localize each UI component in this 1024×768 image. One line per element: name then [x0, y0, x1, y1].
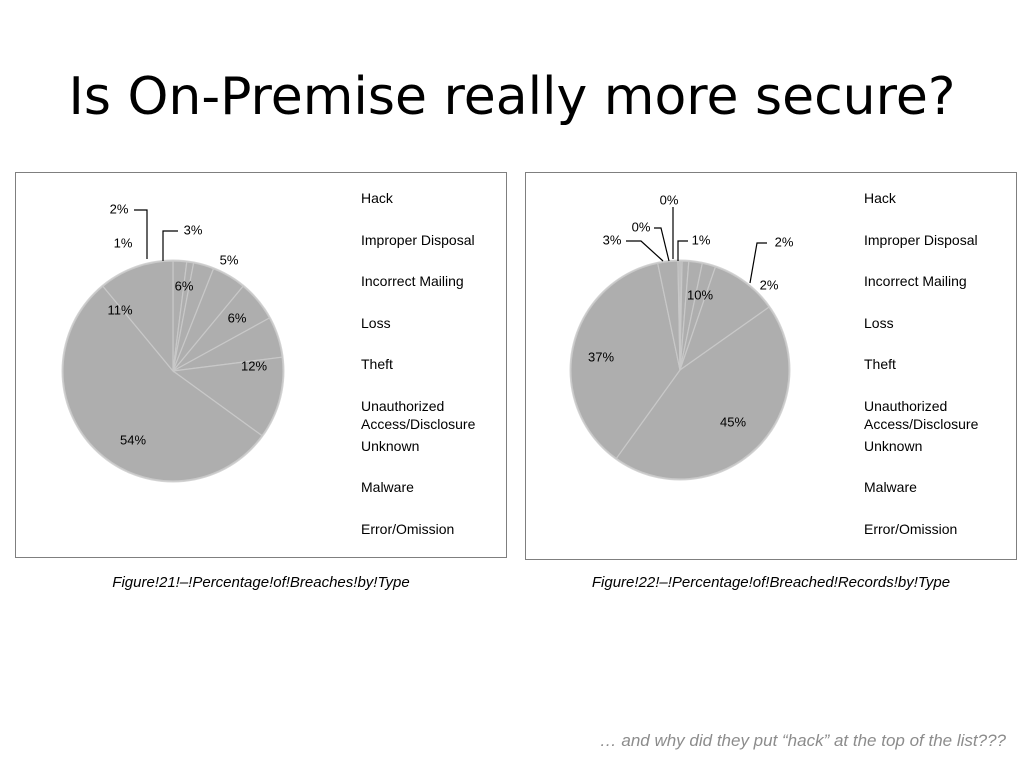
pie-data-label: 10% — [687, 287, 713, 302]
legend-item: Improper Disposal — [361, 232, 475, 248]
legend-item: Theft — [361, 356, 393, 372]
leader-line — [134, 209, 148, 259]
pie-data-label: 3% — [184, 222, 203, 237]
pie-slice — [677, 260, 681, 371]
legend-item: Loss — [864, 315, 894, 331]
legend-item: Malware — [864, 479, 917, 495]
legend-item: Unknown — [864, 438, 923, 454]
legend-item: Incorrect Mailing — [361, 273, 464, 289]
legend-item: Unauthorized Access/Disclosure — [361, 398, 476, 432]
pie-data-label: 1% — [692, 232, 711, 247]
figure-caption-records: Figure!22!–!Percentage!of!Breached!Recor… — [591, 574, 951, 591]
chart-panel-breaches: 2% 1% 3% 5% 6% 6% 12% 54% 11% Hack Improper Disp… — [15, 172, 507, 558]
legend-item: Error/Omission — [864, 521, 958, 537]
pie-data-label: 6% — [228, 310, 247, 325]
legend-item: Malware — [361, 479, 414, 495]
legend-breaches: Hack Improper Disposal Incorrect Mailing… — [361, 189, 511, 538]
legend-item: Loss — [361, 315, 391, 331]
pie-data-label: 1% — [114, 235, 133, 250]
pie-data-label: 3% — [603, 232, 622, 247]
pie-data-label: 54% — [120, 432, 146, 447]
leader-line — [626, 240, 664, 262]
legend-records: Hack Improper Disposal Incorrect Mailing… — [864, 189, 1014, 538]
pie-data-label: 2% — [760, 277, 779, 292]
legend-item: Improper Disposal — [864, 232, 978, 248]
legend-item: Incorrect Mailing — [864, 273, 967, 289]
pie-data-label: 37% — [588, 349, 614, 364]
legend-item: Unknown — [361, 438, 420, 454]
legend-item: Unauthorized Access/Disclosure — [864, 398, 979, 432]
pie-data-label: 2% — [775, 234, 794, 249]
leader-line — [654, 227, 670, 262]
leader-line — [162, 230, 178, 261]
pie-data-label: 12% — [241, 358, 267, 373]
slide-title: Is On-Premise really more secure? — [68, 67, 956, 127]
pie-data-label: 5% — [220, 252, 239, 267]
pie-slice — [62, 285, 263, 482]
legend-item: Hack — [864, 190, 896, 206]
chart-panel-records: 0% 1% 2% 2% 10% 45% 37% 3% 0% Hack Improper Disp… — [525, 172, 1017, 560]
pie-chart-records: 0% 1% 2% 2% 10% 45% 37% 3% 0% — [569, 192, 794, 481]
pie-data-label: 2% — [110, 201, 129, 216]
slide-footnote: … and why did they put “hack” at the top… — [599, 731, 1006, 750]
pie-data-label: 0% — [660, 192, 679, 207]
pie-data-label: 11% — [107, 302, 132, 317]
legend-item: Theft — [864, 356, 896, 372]
leader-line — [749, 242, 767, 284]
pie-slice — [615, 306, 790, 480]
pie-slice — [171, 356, 284, 437]
pie-data-label: 45% — [720, 414, 746, 429]
pie-data-label: 6% — [175, 278, 194, 293]
pie-chart-breaches: 2% 1% 3% 5% 6% 6% 12% 54% 11% — [61, 201, 285, 483]
figure-caption-breaches: Figure!21!–!Percentage!of!Breaches!by!Ty… — [112, 574, 410, 591]
pie-slice — [102, 260, 174, 373]
legend-item: Error/Omission — [361, 521, 455, 537]
pie-data-label: 0% — [632, 219, 651, 234]
legend-item: Hack — [361, 190, 393, 206]
pie-slice — [570, 262, 681, 460]
leader-line — [677, 240, 688, 261]
